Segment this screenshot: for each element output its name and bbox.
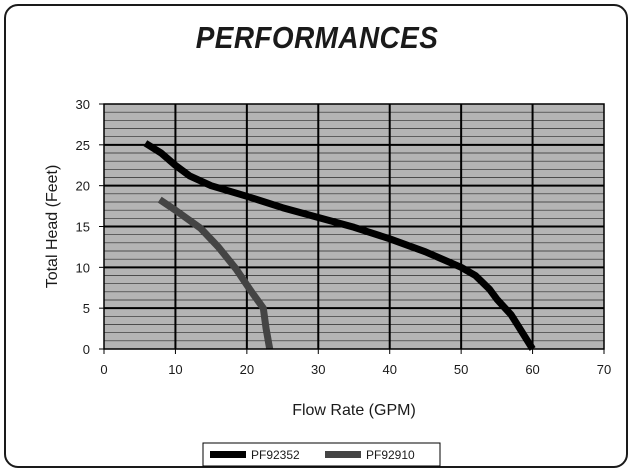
legend: PF92352 PF92910 [202,442,441,467]
legend-swatch-pf92910 [325,451,361,458]
y-tick-label: 5 [83,301,90,316]
y-tick-label: 0 [83,342,90,357]
series-line-pf92352 [143,140,536,351]
x-axis-ticks: 0 10 20 30 40 50 60 70 [100,349,611,377]
x-tick-label: 60 [525,362,539,377]
y-axis-label: Total Head (Feet) [44,165,61,289]
y-tick-label: 10 [76,260,90,275]
x-axis-label: Flow Rate (GPM) [292,402,416,419]
series-line-pf92910 [157,196,274,350]
legend-box [202,442,441,467]
y-tick-label: 20 [76,179,90,194]
legend-swatch-pf92352 [210,451,246,458]
series-layer [143,140,536,351]
y-tick-label: 30 [76,97,90,112]
legend-label-pf92352: PF92352 [251,448,300,462]
x-tick-label: 40 [382,362,396,377]
minor-gridlines [104,111,604,342]
y-axis-ticks: 0 5 10 15 20 25 30 [76,97,104,357]
y-tick-label: 25 [76,138,90,153]
x-tick-label: 20 [240,362,254,377]
x-tick-label: 0 [100,362,107,377]
x-tick-label: 70 [597,362,611,377]
x-tick-label: 30 [311,362,325,377]
chart-title: PERFORMANCES [195,20,439,55]
y-tick-label: 15 [76,220,90,235]
major-gridlines [104,104,604,349]
x-tick-label: 10 [168,362,182,377]
x-tick-label: 50 [454,362,468,377]
legend-label-pf92910: PF92910 [366,448,415,462]
